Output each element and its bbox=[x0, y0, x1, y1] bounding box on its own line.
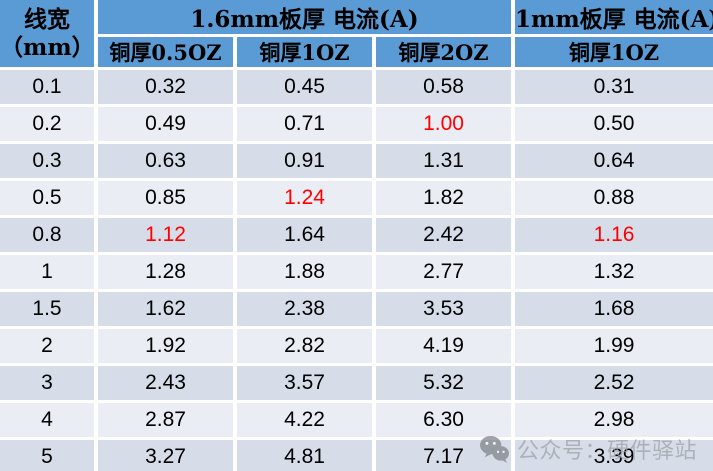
table-row: 5 3.27 4.81 7.17 3.39 bbox=[0, 437, 713, 471]
line-width-cell: 0.8 bbox=[0, 215, 98, 255]
table-row: 1 1.28 1.88 2.77 1.32 bbox=[0, 252, 713, 292]
group-header-1p6mm-board: 1.6mm板厚 电流(A) bbox=[94, 0, 515, 37]
current-value-cell: 4.22 bbox=[233, 400, 376, 440]
current-value-cell: 2.82 bbox=[233, 326, 376, 366]
current-value-cell: 0.58 bbox=[372, 67, 515, 107]
table-row: 0.5 0.85 1.24 1.82 0.88 bbox=[0, 178, 713, 218]
table-row: 0.8 1.12 1.64 2.42 1.16 bbox=[0, 215, 713, 255]
current-value-cell: 2.87 bbox=[94, 400, 237, 440]
table-row: 0.2 0.49 0.71 1.00 0.50 bbox=[0, 104, 713, 144]
table-row: 0.3 0.63 0.91 1.31 0.64 bbox=[0, 141, 713, 181]
current-value-cell: 2.52 bbox=[511, 363, 713, 403]
current-value-cell: 3.27 bbox=[94, 437, 237, 471]
current-value-cell: 2.43 bbox=[94, 363, 237, 403]
current-value-cell: 0.71 bbox=[233, 104, 376, 144]
line-width-cell: 4 bbox=[0, 400, 98, 440]
sub-header-copper-0p5oz: 铜厚0.5OZ bbox=[96, 34, 237, 70]
current-value-cell: 4.19 bbox=[372, 326, 515, 366]
current-value-cell: 1.32 bbox=[511, 252, 713, 292]
group-header-row: 线宽 （mm） 1.6mm板厚 电流(A) 1mm板厚 电流(A) bbox=[0, 0, 713, 70]
current-value-cell: 3.39 bbox=[511, 437, 713, 471]
current-value-cell: 0.50 bbox=[511, 104, 713, 144]
current-value-cell: 4.81 bbox=[233, 437, 376, 471]
col-header-line-width: 线宽 （mm） bbox=[0, 0, 98, 70]
group-header-1mm-board: 1mm板厚 电流(A) bbox=[511, 0, 713, 37]
line-width-cell: 1 bbox=[0, 252, 98, 292]
current-value-cell: 2.38 bbox=[233, 289, 376, 329]
current-value-cell: 1.64 bbox=[233, 215, 376, 255]
current-value-cell: 0.49 bbox=[94, 104, 237, 144]
current-value-cell: 0.85 bbox=[94, 178, 237, 218]
line-width-cell: 0.2 bbox=[0, 104, 98, 144]
current-value-cell: 0.64 bbox=[511, 141, 713, 181]
current-value-cell: 0.91 bbox=[233, 141, 376, 181]
line-width-cell: 5 bbox=[0, 437, 98, 471]
current-value-cell: 0.63 bbox=[94, 141, 237, 181]
sub-header-row: 铜厚0.5OZ 铜厚1OZ 铜厚2OZ 铜厚1OZ bbox=[0, 34, 713, 70]
current-value-cell: 1.88 bbox=[233, 252, 376, 292]
current-value-cell: 1.62 bbox=[94, 289, 237, 329]
current-value-cell: 1.31 bbox=[372, 141, 515, 181]
line-width-cell: 0.5 bbox=[0, 178, 98, 218]
current-value-cell: 3.57 bbox=[233, 363, 376, 403]
current-value-cell: 6.30 bbox=[372, 400, 515, 440]
table-row: 2 1.92 2.82 4.19 1.99 bbox=[0, 326, 713, 366]
current-value-cell: 1.00 bbox=[372, 104, 515, 144]
current-value-cell: 1.82 bbox=[372, 178, 515, 218]
current-value-cell: 1.12 bbox=[94, 215, 237, 255]
table-header: 线宽 （mm） 1.6mm板厚 电流(A) 1mm板厚 电流(A) 铜厚0.5O… bbox=[0, 0, 713, 70]
current-value-cell: 1.16 bbox=[511, 215, 713, 255]
current-value-cell: 0.88 bbox=[511, 178, 713, 218]
current-value-cell: 0.45 bbox=[233, 67, 376, 107]
line-width-cell: 0.1 bbox=[0, 67, 98, 107]
sub-header-copper-2oz: 铜厚2OZ bbox=[372, 34, 515, 70]
table-row: 3 2.43 3.57 5.32 2.52 bbox=[0, 363, 713, 403]
current-value-cell: 2.98 bbox=[511, 400, 713, 440]
line-width-cell: 2 bbox=[0, 326, 98, 366]
current-value-cell: 7.17 bbox=[372, 437, 515, 471]
table-body: 0.1 0.32 0.45 0.58 0.31 0.2 0.49 0.71 1.00 0.50 0.… bbox=[0, 67, 713, 471]
current-value-cell: 1.92 bbox=[94, 326, 237, 366]
current-value-cell: 2.42 bbox=[372, 215, 515, 255]
table-row: 0.1 0.32 0.45 0.58 0.31 bbox=[0, 67, 713, 107]
line-width-label-line2: （mm） bbox=[0, 33, 95, 61]
current-value-cell: 1.28 bbox=[94, 252, 237, 292]
table-row: 1.5 1.62 2.38 3.53 1.68 bbox=[0, 289, 713, 329]
table-row: 4 2.87 4.22 6.30 2.98 bbox=[0, 400, 713, 440]
sub-header-copper-1oz-1mm: 铜厚1OZ bbox=[511, 34, 713, 70]
current-value-cell: 2.77 bbox=[372, 252, 515, 292]
line-width-cell: 1.5 bbox=[0, 289, 98, 329]
current-value-cell: 1.24 bbox=[233, 178, 376, 218]
sub-header-copper-1oz: 铜厚1OZ bbox=[233, 34, 376, 70]
current-value-cell: 0.32 bbox=[94, 67, 237, 107]
current-value-cell: 1.68 bbox=[511, 289, 713, 329]
line-width-cell: 3 bbox=[0, 363, 98, 403]
current-value-cell: 1.99 bbox=[511, 326, 713, 366]
line-width-label-line1: 线宽 bbox=[24, 5, 70, 33]
current-value-cell: 5.32 bbox=[372, 363, 515, 403]
current-value-cell: 3.53 bbox=[372, 289, 515, 329]
line-width-cell: 0.3 bbox=[0, 141, 98, 181]
current-value-cell: 0.31 bbox=[511, 67, 713, 107]
